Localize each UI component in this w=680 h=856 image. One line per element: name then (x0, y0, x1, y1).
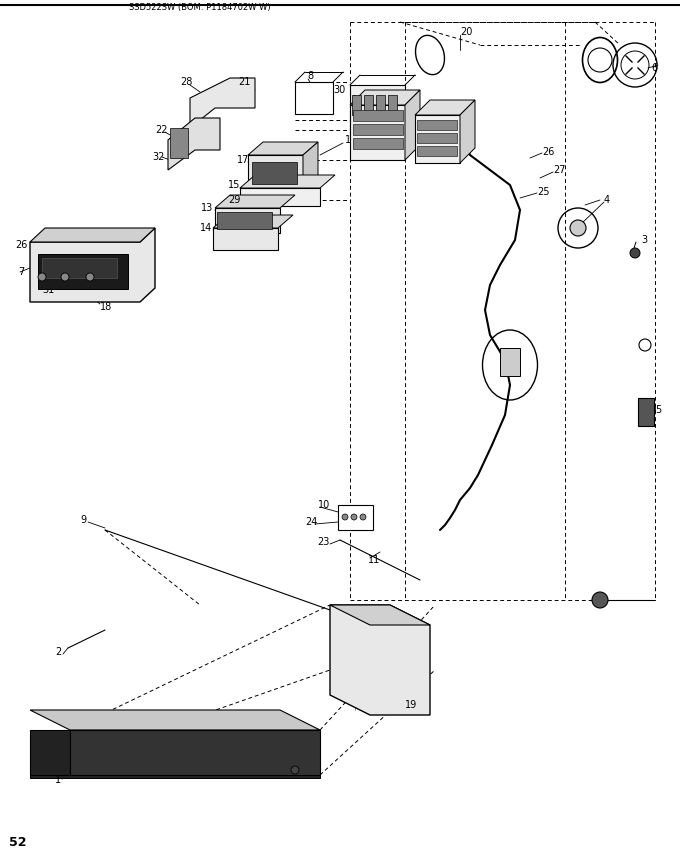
Text: 1: 1 (55, 775, 61, 785)
Circle shape (61, 273, 69, 281)
Bar (295, 82, 333, 114)
Bar (352, 95, 361, 115)
Text: 13: 13 (201, 203, 214, 213)
Polygon shape (330, 605, 430, 625)
Text: 18: 18 (100, 302, 112, 312)
Text: 31: 31 (42, 285, 54, 295)
Bar (248, 155, 303, 193)
Text: 28: 28 (180, 77, 192, 87)
Text: 23: 23 (317, 537, 329, 547)
Circle shape (360, 514, 366, 520)
Bar (217, 212, 272, 229)
Polygon shape (248, 142, 318, 155)
Text: 5: 5 (655, 405, 661, 415)
Circle shape (291, 766, 299, 774)
Text: 17: 17 (237, 155, 250, 165)
Bar (364, 95, 373, 115)
Polygon shape (213, 215, 293, 228)
Text: 26: 26 (15, 240, 27, 250)
Polygon shape (330, 605, 430, 715)
Bar (252, 162, 297, 184)
Polygon shape (30, 228, 155, 302)
Text: 15: 15 (228, 180, 240, 190)
Bar (353, 110, 403, 121)
Text: SSD522SW (BOM: P1184702W W): SSD522SW (BOM: P1184702W W) (129, 3, 271, 12)
Text: 25: 25 (537, 187, 549, 197)
Text: 11: 11 (368, 555, 380, 565)
Bar (350, 105, 405, 160)
Bar (417, 133, 457, 143)
Text: 52: 52 (10, 835, 27, 848)
Text: 16: 16 (352, 95, 364, 105)
Bar (215, 208, 280, 233)
Text: 30: 30 (333, 85, 345, 95)
Polygon shape (415, 100, 475, 115)
Circle shape (570, 220, 586, 236)
Circle shape (351, 514, 357, 520)
Bar (350, 85, 405, 140)
Text: 24: 24 (305, 517, 318, 527)
Text: 10: 10 (318, 500, 330, 510)
Text: 3: 3 (641, 235, 647, 245)
Polygon shape (350, 90, 420, 105)
Text: 29: 29 (228, 195, 240, 205)
Circle shape (38, 273, 46, 281)
Text: 6: 6 (651, 63, 657, 73)
Polygon shape (30, 775, 320, 778)
Bar (338, 505, 373, 530)
Bar (638, 398, 654, 426)
Polygon shape (168, 118, 220, 170)
Circle shape (592, 592, 608, 608)
Circle shape (86, 273, 94, 281)
Text: 14: 14 (200, 223, 212, 233)
Polygon shape (240, 175, 335, 188)
Text: 32: 32 (152, 152, 165, 162)
Text: 8: 8 (307, 71, 313, 81)
Polygon shape (303, 142, 318, 193)
Circle shape (342, 514, 348, 520)
Bar (353, 124, 403, 135)
Bar (353, 138, 403, 149)
Text: 27: 27 (553, 165, 566, 175)
Text: 2: 2 (55, 647, 61, 657)
Polygon shape (215, 195, 295, 208)
Text: 26: 26 (542, 147, 554, 157)
Text: 19: 19 (405, 700, 418, 710)
Polygon shape (30, 730, 70, 775)
Polygon shape (70, 730, 320, 775)
Polygon shape (460, 100, 475, 163)
Bar (376, 95, 385, 115)
Bar (388, 95, 397, 115)
Bar (417, 120, 457, 130)
Bar (500, 348, 520, 376)
Text: 21: 21 (238, 77, 250, 87)
Bar (415, 115, 460, 163)
Polygon shape (190, 78, 255, 128)
Text: 12: 12 (345, 135, 358, 145)
Bar (240, 188, 320, 206)
Text: 22: 22 (155, 125, 167, 135)
Text: 7: 7 (18, 267, 24, 277)
Text: 4: 4 (604, 195, 610, 205)
Bar (170, 128, 188, 158)
Bar (417, 146, 457, 156)
Polygon shape (30, 710, 320, 730)
Bar (213, 228, 278, 250)
Bar (42, 258, 117, 278)
Circle shape (630, 248, 640, 258)
Polygon shape (405, 90, 420, 160)
Text: 20: 20 (460, 27, 473, 37)
Text: 9: 9 (80, 515, 86, 525)
Polygon shape (30, 228, 155, 242)
Bar (38, 254, 128, 289)
